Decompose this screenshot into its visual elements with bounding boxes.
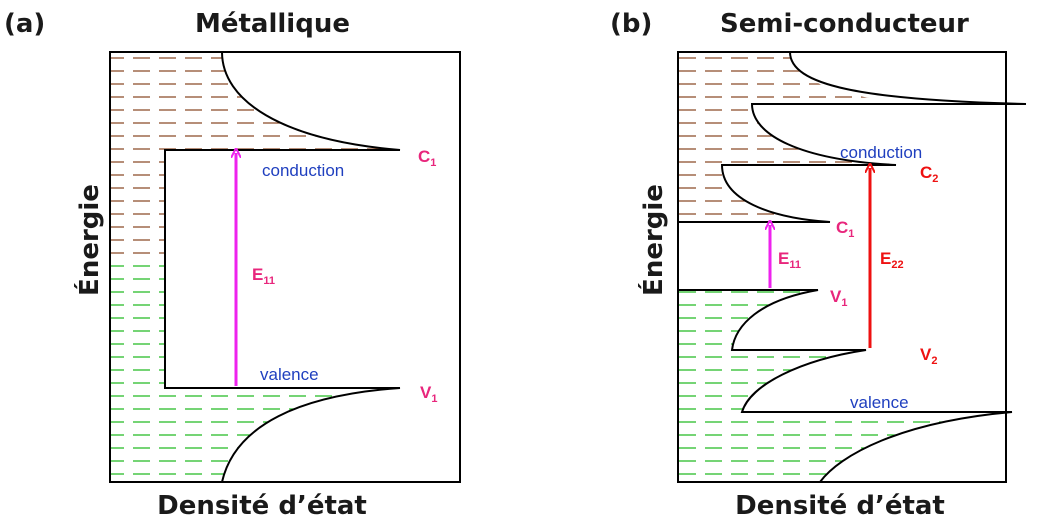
- panel-a-green-fill: [110, 258, 400, 482]
- panel-b-v1-label: V1: [830, 287, 847, 309]
- panel-b: (b) Semi-conducteur conduction valence C…: [610, 9, 1027, 521]
- panel-a-title: Métallique: [195, 9, 350, 39]
- panel-b-ylabel: Énergie: [637, 184, 669, 296]
- panel-b-frame: [677, 51, 1007, 483]
- panel-a-e11-label: E11: [252, 265, 275, 287]
- panel-b-c1-label: C1: [836, 218, 854, 240]
- panel-b-green-fill: [678, 290, 1012, 482]
- panel-a-v1-label: V1: [420, 383, 437, 405]
- panel-b-e22-label: E22: [880, 249, 904, 271]
- panel-b-c2-label: C2: [920, 163, 938, 185]
- panel-b-e11-label: E11: [778, 249, 801, 271]
- panel-a-c1-label: C1: [418, 147, 436, 169]
- panel-a-valence-label: valence: [260, 365, 319, 384]
- panel-a-brown-fill: [110, 52, 400, 258]
- panel-a: (a) Métallique conduction valence C1 V1 …: [4, 9, 461, 521]
- panel-b-conduction-band-3: [678, 51, 1027, 223]
- panel-a-ylabel: Énergie: [73, 184, 105, 296]
- panel-b-valence-label: valence: [850, 393, 909, 412]
- panel-b-valence-bands: [678, 289, 1013, 483]
- panel-a-frame: [109, 51, 461, 483]
- panel-a-conduction-label: conduction: [262, 161, 344, 180]
- panel-b-brown-fill: [678, 52, 920, 222]
- panel-b-v2-label: V2: [920, 345, 937, 367]
- panel-a-xlabel: Densité d’état: [157, 491, 367, 521]
- panel-b-conduction-label: conduction: [840, 143, 922, 162]
- panel-b-xlabel: Densité d’état: [735, 491, 945, 521]
- panel-b-tag: (b): [610, 9, 652, 39]
- panel-b-title: Semi-conducteur: [720, 9, 969, 39]
- panel-a-conduction-curve: [164, 51, 401, 483]
- panel-a-tag: (a): [4, 9, 45, 39]
